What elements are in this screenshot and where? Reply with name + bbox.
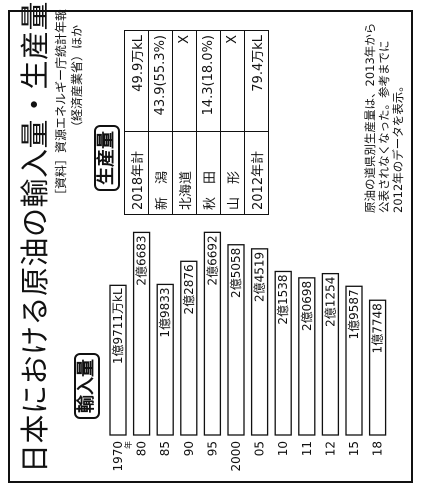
import-bar	[109, 284, 127, 436]
import-bar	[156, 283, 174, 436]
production-table: 2018年計 49.9万kL 新 潟 43.9(55.3%) 北海道 X 秋 田 14.3(1…	[124, 30, 269, 215]
year-tick-label: 2000	[229, 441, 243, 472]
year-tick-label: 1970	[111, 441, 125, 472]
production-value: 43.9(55.3%)	[148, 30, 173, 132]
source-line-2: （経済産業省）ほか	[70, 24, 84, 133]
production-row: 新 潟 43.9(55.3%)	[148, 30, 173, 215]
year-tick-label: 18	[371, 441, 385, 456]
production-value: X	[172, 30, 197, 132]
bar-value-label: 2億2876	[182, 264, 196, 314]
import-bar	[132, 231, 151, 436]
production-region: 秋 田	[196, 131, 221, 215]
bar-value-label: 2億5058	[229, 248, 243, 298]
year-tick-label: 10	[276, 441, 290, 456]
figure-title: 日本における原油の輸入量・生産量	[18, 0, 52, 473]
source-line-1: ［資料］資源エネルギー庁統計年報	[54, 8, 68, 201]
import-label: 輸入量	[74, 353, 100, 419]
import-bar	[274, 270, 292, 436]
production-region: 新 潟	[148, 131, 173, 215]
bar-value-label: 1億9711万kL	[111, 288, 125, 364]
production-row: 2012年計 79.4万kL	[244, 30, 269, 215]
production-value: 14.3(18.0%)	[196, 30, 221, 132]
year-tick-label: 05	[253, 441, 267, 456]
bar-value-label: 1億9833	[158, 287, 172, 337]
year-tick-label: 80	[135, 441, 149, 456]
production-row: 秋 田 14.3(18.0%)	[196, 30, 221, 215]
bar-value-label: 2億0698	[300, 281, 314, 331]
year-tick-label: 11	[300, 441, 314, 456]
import-bar	[345, 285, 363, 436]
production-row: 2018年計 49.9万kL	[124, 30, 149, 215]
production-label: 生産量	[94, 125, 120, 191]
bar-value-label: 2億6683	[135, 235, 149, 285]
production-row: 北海道 X	[172, 30, 197, 215]
import-bar	[321, 272, 340, 436]
production-region: 山 形	[220, 131, 245, 215]
note-text: 原油の道県別生産量は、2013年から公表されなくなった。参考までに2012年のデ…	[363, 22, 405, 213]
production-region: 北海道	[172, 131, 197, 215]
import-bar	[368, 299, 387, 436]
bar-value-label: 2億1538	[276, 274, 290, 324]
year-tick-label: 95	[205, 441, 219, 456]
production-value: 79.4万kL	[244, 30, 269, 132]
production-region: 2018年計	[124, 131, 149, 215]
bar-value-label: 2億4519	[253, 252, 267, 302]
bar-value-label: 2億1254	[323, 277, 337, 327]
import-bar	[203, 231, 222, 436]
production-value: X	[220, 30, 245, 132]
production-region: 2012年計	[244, 131, 269, 215]
year-tick-label: 85	[158, 441, 172, 456]
import-bar	[180, 260, 198, 436]
import-bar	[298, 277, 316, 436]
production-value: 49.9万kL	[124, 30, 149, 132]
year-tick-label: 15	[347, 441, 361, 456]
import-bar	[227, 244, 245, 436]
import-bar	[250, 248, 269, 436]
import-bar-chart: 1970 年 1億9711万kL 80 2億6683 85 1億9833 90 2億2876 95…	[109, 231, 387, 472]
year-tick-label: 90	[182, 441, 196, 456]
bar-value-label: 1億7748	[371, 303, 385, 353]
bar-value-label: 1億9587	[347, 289, 361, 339]
year-tick-label: 12	[323, 441, 337, 456]
bar-value-label: 2億6692	[205, 235, 219, 285]
year-suffix-label: 年	[123, 441, 133, 449]
